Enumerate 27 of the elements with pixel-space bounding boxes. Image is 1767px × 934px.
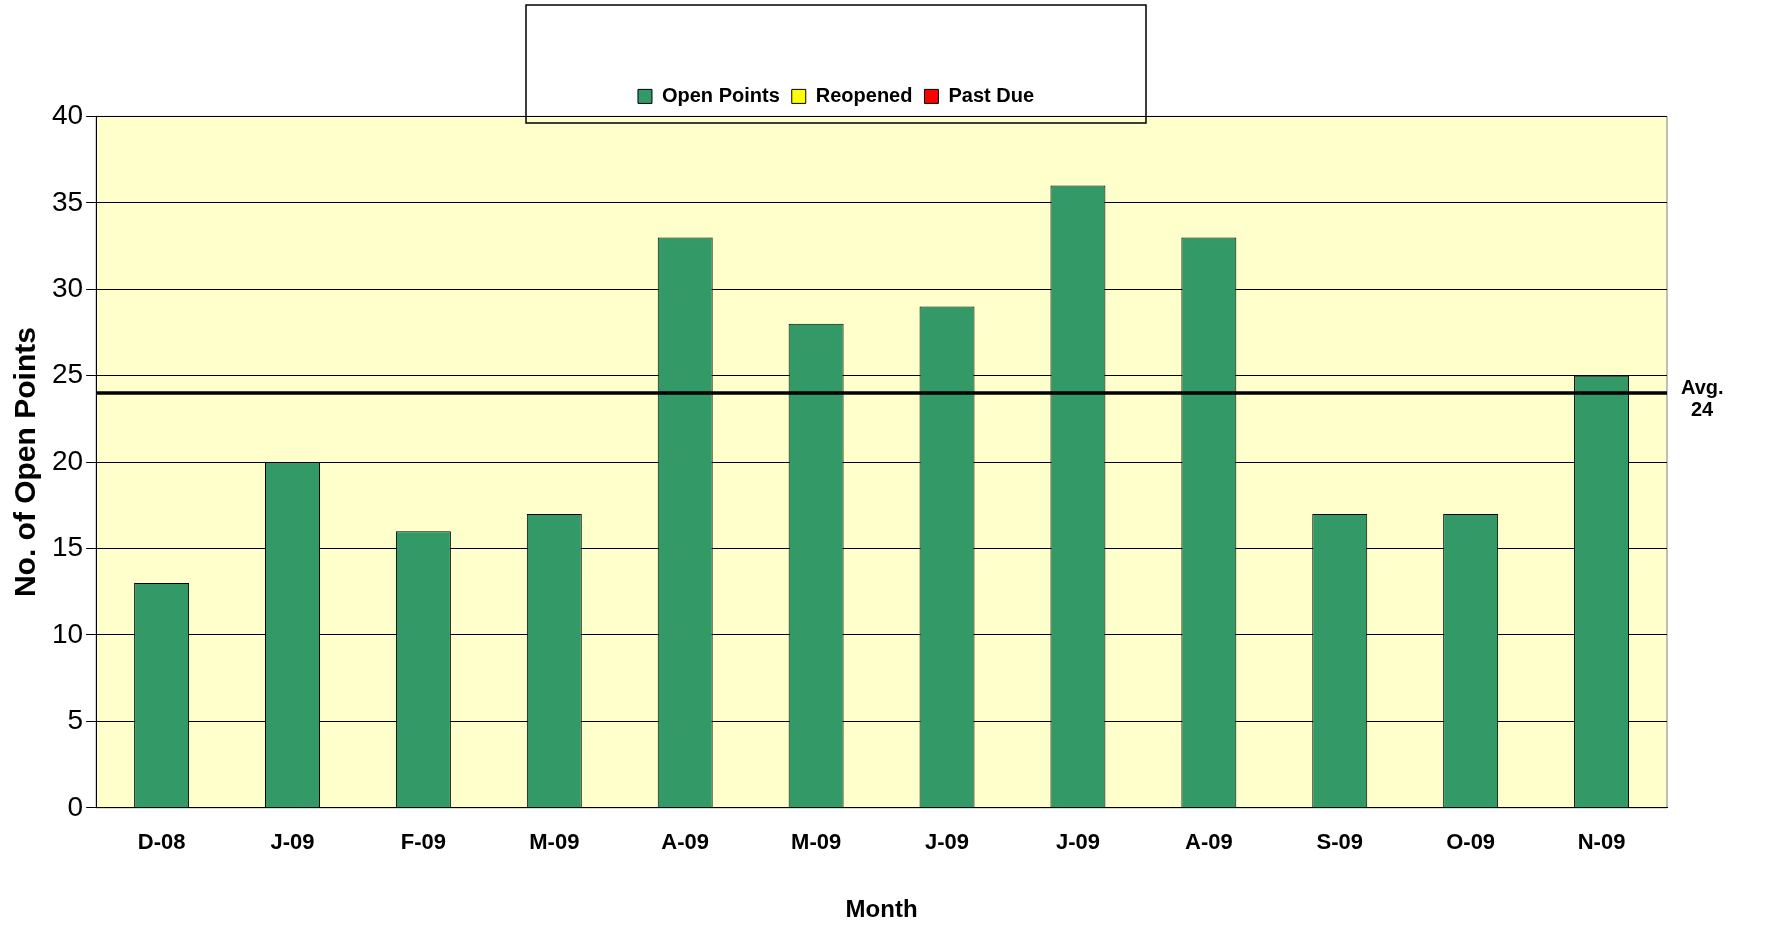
x-tick-label: N-09	[1577, 829, 1626, 855]
x-tick-label: S-09	[1316, 829, 1363, 855]
y-tick-label: 10	[51, 617, 84, 649]
y-axis-title: No. of Open Points	[8, 327, 42, 598]
legend-label: Open Points	[661, 83, 780, 106]
y-tick-label: 35	[51, 185, 84, 217]
x-tick-label: J-09	[270, 829, 315, 855]
y-tick-label: 20	[51, 444, 84, 476]
x-tick-label: J-09	[925, 829, 970, 855]
x-tick-label: F-09	[400, 829, 447, 855]
x-tick-label: M-09	[529, 829, 580, 855]
x-tick-label: M-09	[791, 829, 842, 855]
y-tick-label: 0	[67, 790, 84, 822]
y-tick-label: 25	[51, 358, 84, 390]
x-axis-title: Month	[845, 895, 918, 923]
y-tick-label: 5	[67, 704, 84, 736]
legend-label: Reopened	[815, 83, 913, 106]
x-tick-label: D-08	[137, 829, 186, 855]
ref-line-label: Avg. 24	[1681, 376, 1724, 421]
y-tick-label: 40	[51, 99, 84, 131]
x-tick-label: A-09	[1184, 829, 1233, 855]
y-tick-label: 30	[51, 271, 84, 303]
x-tick-label: J-09	[1055, 829, 1100, 855]
legend-label: Past Due	[948, 83, 1035, 106]
x-tick-label: O-09	[1446, 829, 1496, 855]
y-tick-label: 15	[51, 531, 84, 563]
x-tick-label: A-09	[661, 829, 710, 855]
